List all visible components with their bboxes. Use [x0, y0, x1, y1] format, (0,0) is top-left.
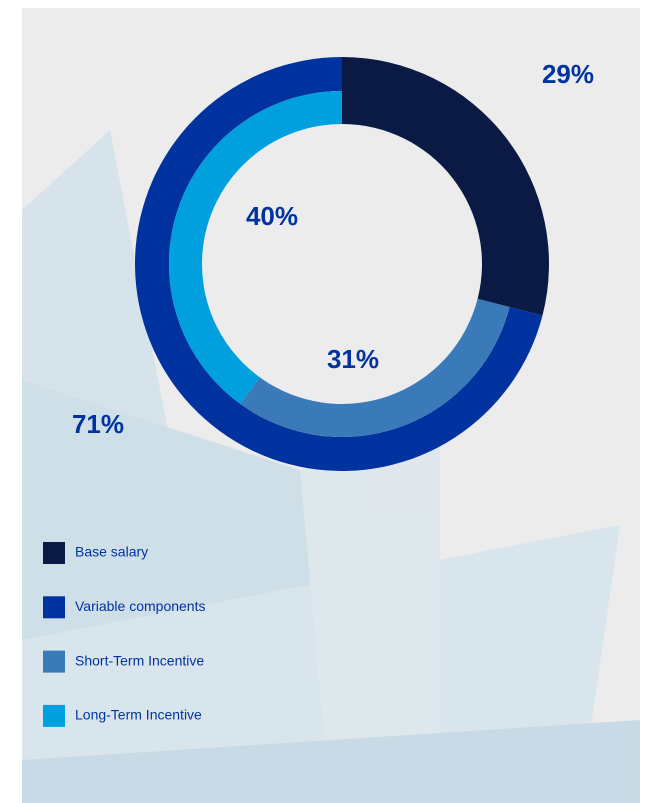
legend-swatch — [43, 704, 65, 727]
legend-label: Variable components — [75, 598, 205, 614]
plot: 29% 71% 31% 40% Base salary Variable componen… — [43, 57, 594, 727]
value-label: 71% — [72, 409, 124, 439]
legend-label: Short-Term Incentive — [75, 652, 204, 668]
background-shapes — [22, 130, 640, 803]
legend-label: Base salary — [75, 544, 148, 560]
legend-swatch — [43, 650, 65, 673]
value-label: 40% — [246, 201, 298, 231]
donut-segment — [240, 298, 510, 437]
donut-segment — [342, 57, 549, 316]
legend-swatch — [43, 596, 65, 619]
donut-segment — [169, 90, 342, 404]
value-label: 29% — [542, 59, 594, 89]
legend-swatch — [43, 542, 65, 564]
legend-label: Long-Term Incentive — [75, 707, 202, 723]
value-label: 31% — [327, 344, 379, 374]
